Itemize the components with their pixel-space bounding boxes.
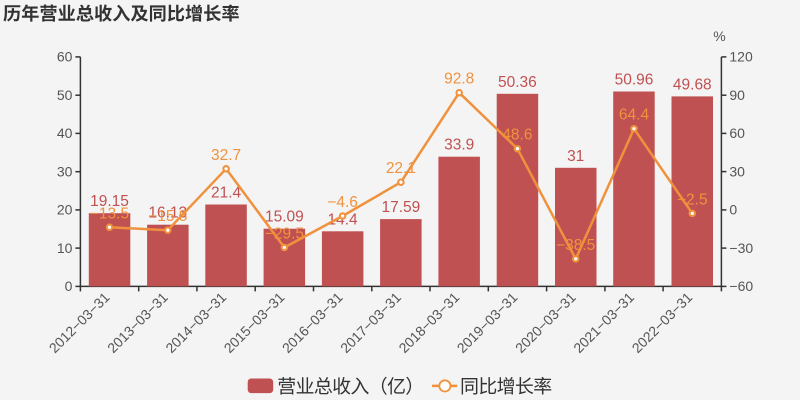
- svg-text:%: %: [713, 28, 725, 44]
- svg-text:19.15: 19.15: [90, 193, 129, 210]
- svg-text:−29.5: −29.5: [265, 226, 304, 243]
- svg-text:17.59: 17.59: [382, 199, 421, 216]
- svg-text:−15.8: −15.8: [148, 208, 187, 225]
- svg-text:10: 10: [57, 240, 73, 256]
- svg-text:31: 31: [567, 148, 584, 165]
- svg-text:−38.5: −38.5: [556, 237, 595, 254]
- svg-text:60: 60: [57, 49, 73, 65]
- svg-text:33.9: 33.9: [444, 137, 474, 154]
- svg-text:−13.5: −13.5: [90, 205, 129, 222]
- svg-text:−4.6: −4.6: [327, 194, 358, 211]
- svg-text:21.4: 21.4: [211, 185, 242, 202]
- svg-text:16.13: 16.13: [148, 205, 187, 222]
- svg-text:−30: −30: [729, 240, 753, 256]
- svg-text:−60: −60: [729, 278, 753, 294]
- svg-text:120: 120: [729, 49, 753, 65]
- svg-text:−2.5: −2.5: [677, 191, 708, 208]
- svg-text:64.4: 64.4: [619, 107, 650, 124]
- svg-text:60: 60: [729, 125, 745, 141]
- svg-text:22.1: 22.1: [386, 160, 416, 177]
- svg-text:0: 0: [729, 202, 737, 218]
- svg-text:32.7: 32.7: [211, 147, 241, 164]
- svg-text:15.09: 15.09: [265, 209, 304, 226]
- svg-text:40: 40: [57, 125, 73, 141]
- svg-text:49.68: 49.68: [673, 76, 712, 93]
- svg-text:0: 0: [65, 278, 73, 294]
- svg-text:92.8: 92.8: [444, 71, 474, 88]
- svg-text:20: 20: [57, 202, 73, 218]
- svg-text:90: 90: [729, 87, 745, 103]
- svg-text:50.36: 50.36: [498, 74, 537, 91]
- svg-text:14.4: 14.4: [328, 211, 359, 228]
- svg-text:30: 30: [729, 163, 745, 179]
- svg-text:50.96: 50.96: [615, 72, 654, 89]
- svg-text:48.6: 48.6: [502, 127, 532, 144]
- svg-text:30: 30: [57, 164, 73, 180]
- svg-text:50: 50: [57, 87, 73, 103]
